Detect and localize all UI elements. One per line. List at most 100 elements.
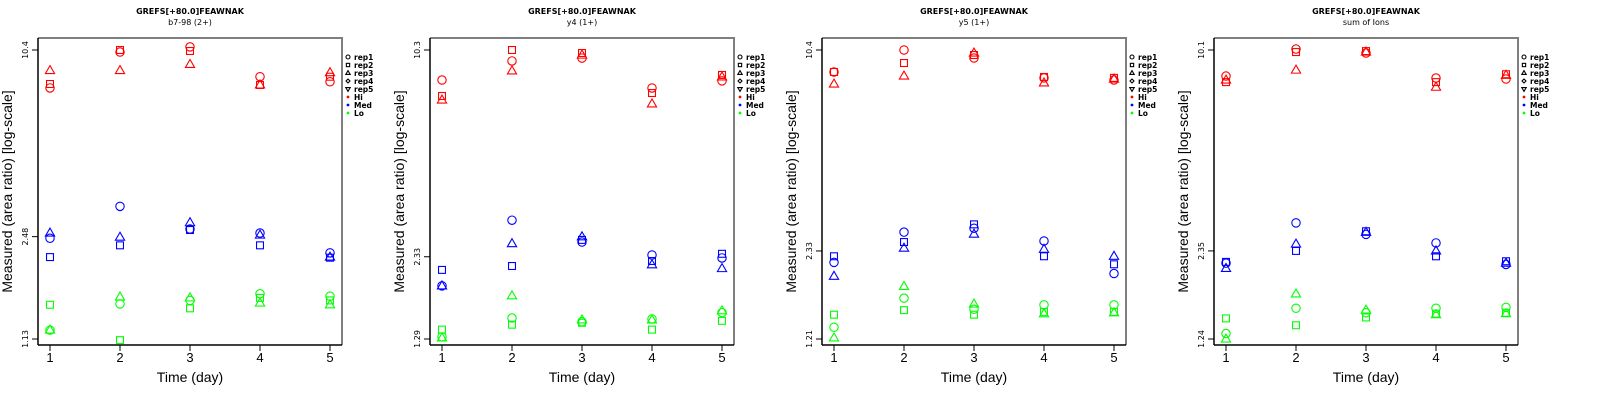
chart-subtitle: b7-98 (2+) [168, 18, 212, 27]
y-axis-label: Measured (area ratio) [log-scale] [391, 90, 407, 292]
data-point-hi-rep3-day2 [898, 69, 910, 80]
data-point-med-rep3-day3 [968, 228, 980, 238]
legend-dot-lo [346, 111, 350, 115]
data-point-lo-rep3-day3 [1360, 303, 1372, 314]
data-point-lo-rep3-day3 [576, 313, 588, 324]
data-point-med-rep3-day4 [1038, 243, 1050, 253]
data-point-lo-rep1-day3 [969, 304, 979, 314]
data-point-med-rep2-day2 [507, 261, 517, 271]
data-points [828, 45, 1120, 342]
legend-label: Lo [1138, 109, 1148, 118]
legend-label: rep1 [746, 53, 765, 62]
legend-label: Med [746, 101, 764, 110]
y-tick-label: 10.4 [805, 41, 814, 59]
data-point-med-rep2-day5 [1109, 260, 1119, 269]
data-point-hi-rep2-day1 [45, 79, 55, 89]
legend-label: rep3 [746, 69, 765, 78]
data-point-med-rep1-day3 [969, 223, 979, 233]
data-point-med-rep2-day4 [255, 241, 265, 250]
data-point-hi-rep2-day4 [1431, 78, 1441, 87]
data-points [44, 42, 336, 345]
data-point-hi-rep3-day3 [576, 49, 588, 59]
legend-symbol-rep4 [345, 78, 351, 84]
x-axis-label: Time (day) [157, 369, 223, 385]
data-point-lo-rep2-day3 [185, 304, 195, 313]
data-point-hi-rep3-day4 [646, 97, 658, 108]
data-point-lo-rep3-day4 [646, 313, 658, 324]
data-point-med-rep1-day5 [325, 248, 335, 258]
plot-frame [822, 37, 1127, 345]
legend-symbol-rep3 [344, 69, 352, 75]
chart-panel-3: GREFS[+80.0]FEAWNAK y5 (1+) 10.4 2.33 1.21 1 2… [783, 7, 1157, 385]
data-point-med-rep3-day4 [1430, 244, 1442, 255]
legend-symbol-rep3 [1520, 69, 1528, 75]
legend-symbol-rep2 [1521, 62, 1527, 68]
legend-symbol-rep1 [737, 54, 743, 60]
x-axis-label: Time (day) [1333, 369, 1399, 385]
data-point-hi-rep3-day1 [436, 93, 448, 104]
data-point-med-rep2-day5 [717, 249, 727, 258]
legend-dot-med [1522, 103, 1526, 107]
x-tick-label: 1 [830, 350, 837, 365]
data-point-med-rep2-day2 [115, 241, 125, 250]
data-point-med-rep1-day4 [255, 228, 265, 238]
chart-subtitle: sum of Ions [1343, 18, 1389, 27]
x-tick-label: 4 [1432, 350, 1439, 365]
legend-label: rep2 [1530, 61, 1549, 70]
data-point-hi-rep3-day4 [254, 78, 266, 89]
legend-symbol-rep5 [1520, 87, 1528, 93]
data-point-lo-rep3-day1 [1220, 332, 1232, 343]
data-point-med-rep2-day3 [969, 220, 979, 229]
data-point-med-rep3-day2 [1290, 238, 1302, 248]
legend-dot-lo [1522, 111, 1526, 115]
data-point-med-rep3-day5 [324, 251, 336, 261]
data-point-lo-rep3-day2 [1290, 287, 1302, 298]
data-point-med-rep1-day3 [577, 237, 587, 247]
data-point-hi-rep3-day4 [1038, 76, 1050, 87]
legend-label: Lo [746, 109, 756, 118]
legend-dot-med [1130, 103, 1134, 107]
y-tick-label: 10.4 [21, 41, 30, 59]
legend-label: Med [1138, 101, 1156, 110]
chart-title: GREFS[+80.0]FEAWNAK [528, 7, 637, 16]
chart-title: GREFS[+80.0]FEAWNAK [920, 7, 1029, 16]
x-tick-label: 3 [970, 350, 977, 365]
data-point-hi-rep1-day2 [507, 56, 517, 66]
data-point-lo-rep3-day1 [436, 331, 448, 342]
data-point-med-rep3-day3 [576, 230, 588, 241]
legend-symbol-rep4 [1129, 78, 1135, 84]
data-point-med-rep1-day5 [1109, 268, 1119, 279]
data-point-lo-rep3-day3 [968, 297, 980, 308]
data-point-lo-rep3-day5 [1108, 306, 1120, 317]
data-point-lo-rep3-day2 [114, 290, 126, 301]
x-tick-label: 3 [186, 350, 193, 365]
data-point-lo-rep3-day2 [898, 280, 910, 290]
legend-dot-hi [738, 95, 742, 99]
plot-frame [38, 37, 343, 345]
data-points [436, 45, 728, 342]
data-point-hi-rep3-day3 [184, 58, 196, 68]
data-point-lo-rep2-day3 [969, 310, 979, 319]
data-point-lo-rep2-day5 [717, 316, 727, 325]
data-point-med-rep1-day2 [507, 215, 517, 225]
data-point-med-rep3-day4 [646, 258, 658, 269]
y-tick-label: 1.21 [805, 330, 814, 348]
data-point-lo-rep1-day1 [829, 322, 839, 333]
data-point-hi-rep2-day5 [325, 72, 335, 81]
chart-subtitle: y4 (1+) [567, 18, 597, 27]
data-point-hi-rep3-day1 [44, 64, 56, 75]
x-tick-label: 5 [1502, 350, 1509, 365]
data-point-lo-rep1-day2 [899, 293, 909, 303]
data-point-med-rep2-day4 [1039, 252, 1049, 261]
legend-label: rep5 [354, 85, 373, 94]
data-point-med-rep1-day2 [1291, 218, 1301, 228]
data-point-hi-rep3-day1 [1220, 74, 1232, 84]
data-point-med-rep3-day4 [254, 229, 266, 239]
data-point-hi-rep1-day5 [717, 76, 727, 86]
legend-label: rep5 [1138, 85, 1157, 94]
data-point-lo-rep1-day2 [1291, 303, 1301, 314]
data-point-lo-rep2-day3 [1361, 313, 1371, 322]
